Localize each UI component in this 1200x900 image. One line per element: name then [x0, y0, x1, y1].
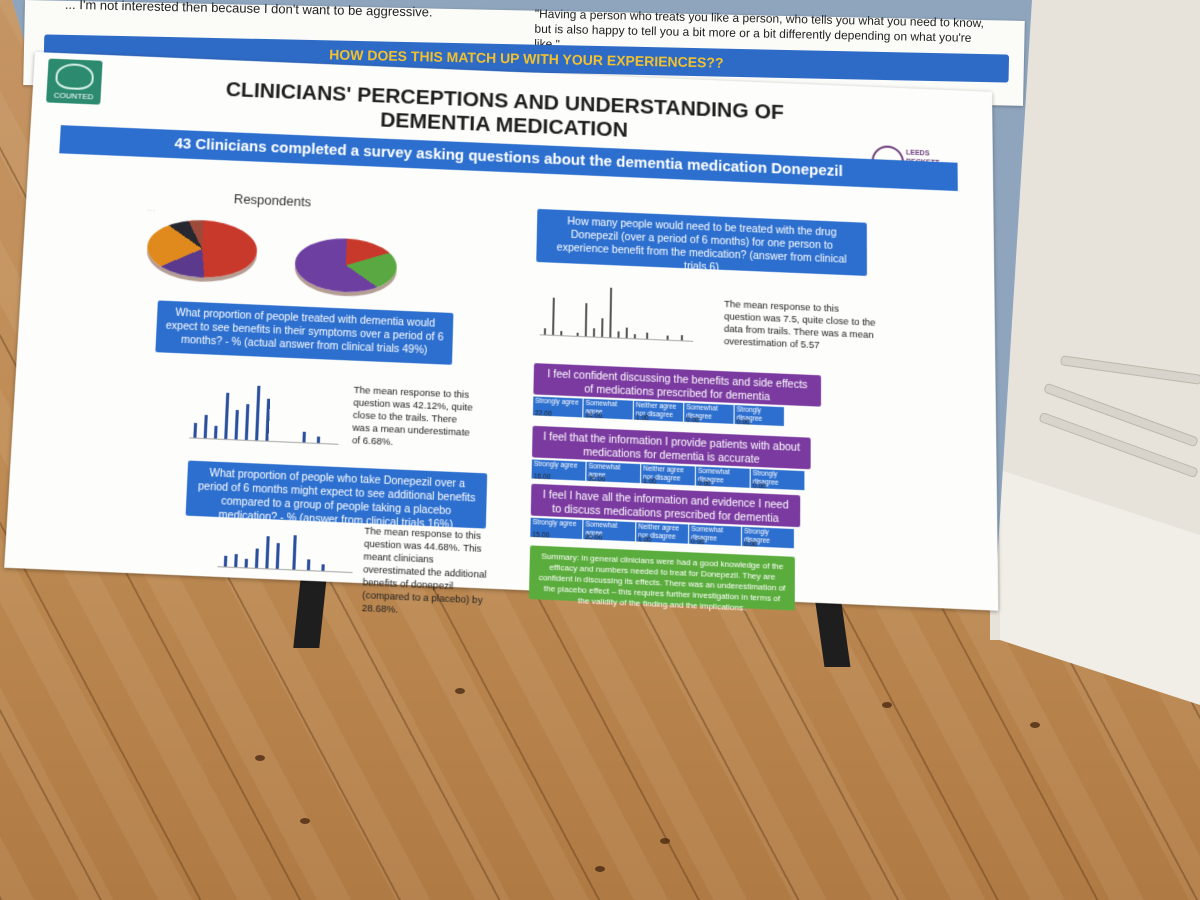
- likert-value: 0.00: [686, 416, 700, 425]
- likert-value: 0.00: [697, 480, 712, 489]
- chart-bar: [302, 431, 306, 443]
- chart-bar: [601, 318, 604, 337]
- chart-bar: [592, 328, 596, 337]
- chart-axis: [539, 334, 694, 342]
- chart-bar: [646, 332, 649, 339]
- chart-bar: [584, 303, 588, 337]
- chart-bar: [265, 536, 270, 569]
- chart-bar: [292, 535, 297, 570]
- chart-bar: [625, 327, 628, 339]
- likert-value: 1.00: [638, 536, 652, 545]
- chart-bar: [617, 331, 620, 338]
- chart-bar: [223, 555, 228, 567]
- likert-value: 1.00: [635, 414, 649, 423]
- question-3-note: The mean response to this question was 7…: [723, 298, 876, 352]
- chart-bar: [224, 392, 230, 440]
- brain-icon: [54, 62, 95, 91]
- chart-bar: [275, 543, 280, 569]
- chart-bar: [193, 422, 198, 438]
- question-1-bar-chart: [189, 375, 340, 445]
- chart-bar: [254, 548, 259, 568]
- respondents-title: Respondents: [233, 191, 312, 210]
- chart-bar: [552, 297, 555, 335]
- likert-value: 20.00: [588, 475, 606, 484]
- chart-axis: [217, 566, 353, 574]
- logo-label: COUNTED: [53, 90, 94, 102]
- chart-bar: [633, 334, 636, 339]
- likert-value: 0.00: [744, 540, 758, 549]
- likert-value: 0.00: [752, 482, 766, 491]
- floor-knot: [300, 818, 310, 824]
- floor-knot: [255, 755, 265, 761]
- question-3-bar-chart: [539, 281, 694, 342]
- question-2-note: The mean response to this question was 4…: [361, 525, 487, 616]
- chart-bar: [316, 436, 321, 443]
- counted-logo: COUNTED: [46, 58, 103, 105]
- chart-bar: [306, 559, 311, 571]
- likert-value: 20.00: [585, 533, 603, 543]
- likert-value: 16.00: [533, 473, 551, 482]
- pie-legend-text: · · ·: [146, 207, 156, 215]
- summary-box: Summary: in general clinicians were had …: [528, 545, 795, 613]
- chart-bar: [321, 564, 325, 571]
- chart-bar: [680, 335, 683, 341]
- floor-knot: [660, 838, 670, 844]
- question-1-note: The mean response to this question was 4…: [351, 384, 473, 449]
- question-2-bar-chart: [217, 521, 355, 574]
- chart-bar: [255, 385, 261, 441]
- chart-bar: [244, 404, 250, 440]
- respondents-pie-chart: [145, 217, 259, 280]
- roles-pie-chart: [294, 236, 398, 295]
- chart-bar: [576, 332, 579, 336]
- likert-value: 1.00: [643, 477, 657, 486]
- question-3-box: How many people would need to be treated…: [536, 208, 867, 276]
- likert-value: 14.00: [585, 412, 603, 421]
- chart-bar: [543, 328, 547, 335]
- likert-value: 15.00: [532, 531, 550, 540]
- floor-knot: [455, 688, 465, 694]
- likert-value: 0.00: [691, 538, 705, 547]
- chart-bar: [265, 398, 271, 441]
- chart-bar: [234, 409, 239, 440]
- chart-bar: [234, 554, 238, 568]
- question-2-box: What proportion of people who take Donep…: [185, 460, 488, 531]
- floor-knot: [595, 866, 605, 872]
- floor-knot: [882, 702, 892, 708]
- chart-bar: [203, 414, 208, 439]
- likert-value: 0.00: [736, 418, 750, 427]
- main-poster: COUNTED CLINICIANS' PERCEPTIONS AND UNDE…: [4, 52, 999, 616]
- chart-bar: [609, 287, 613, 338]
- chart-bar: [560, 331, 563, 336]
- likert-value: 22.00: [534, 410, 552, 419]
- chart-bar: [213, 425, 218, 439]
- chart-bar: [244, 558, 249, 568]
- chart-bar: [666, 335, 669, 340]
- floor-knot: [1030, 722, 1040, 728]
- question-1-box: What proportion of people treated with d…: [155, 300, 454, 365]
